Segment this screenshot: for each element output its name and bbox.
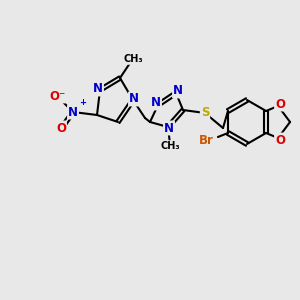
Text: Br: Br xyxy=(199,134,213,148)
Text: N: N xyxy=(173,85,183,98)
Text: N: N xyxy=(129,92,139,106)
Text: N: N xyxy=(68,106,78,118)
Text: N: N xyxy=(164,122,174,134)
Text: N: N xyxy=(151,97,161,110)
Text: +: + xyxy=(79,98,86,107)
Text: CH₃: CH₃ xyxy=(123,54,143,64)
Text: O: O xyxy=(275,98,285,110)
Text: CH₃: CH₃ xyxy=(160,141,180,151)
Text: O⁻: O⁻ xyxy=(49,89,65,103)
Text: O: O xyxy=(275,134,285,146)
Text: S: S xyxy=(201,106,209,119)
Text: O: O xyxy=(56,122,66,134)
Text: N: N xyxy=(93,82,103,95)
